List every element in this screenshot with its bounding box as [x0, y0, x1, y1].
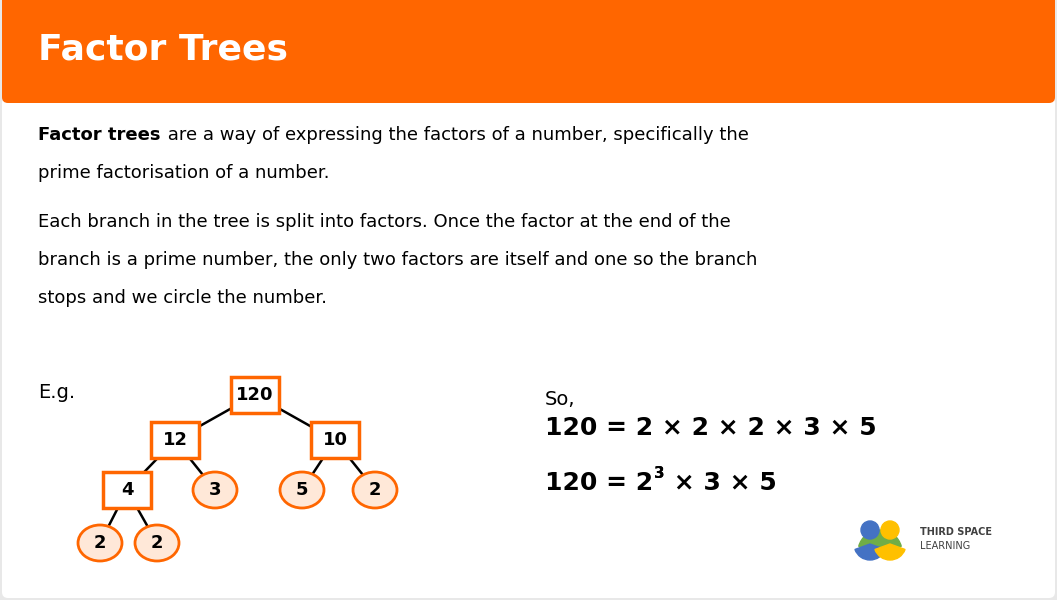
Text: 2: 2: [94, 534, 107, 552]
Wedge shape: [875, 544, 905, 560]
FancyBboxPatch shape: [231, 377, 279, 413]
Circle shape: [861, 521, 879, 539]
Text: × 3 × 5: × 3 × 5: [665, 471, 777, 495]
Text: stops and we circle the number.: stops and we circle the number.: [38, 289, 327, 307]
Text: THIRD SPACE: THIRD SPACE: [920, 527, 993, 537]
Ellipse shape: [353, 472, 397, 508]
Text: 10: 10: [322, 431, 348, 449]
Ellipse shape: [135, 525, 179, 561]
Text: Factor Trees: Factor Trees: [38, 32, 288, 67]
Text: So,: So,: [545, 390, 575, 409]
Text: 5: 5: [296, 481, 309, 499]
Text: 3: 3: [654, 466, 665, 481]
Circle shape: [880, 521, 900, 539]
Text: 2: 2: [369, 481, 382, 499]
Ellipse shape: [78, 525, 122, 561]
Text: E.g.: E.g.: [38, 383, 75, 402]
Text: 120 = 2 × 2 × 2 × 3 × 5: 120 = 2 × 2 × 2 × 3 × 5: [545, 416, 876, 440]
FancyBboxPatch shape: [151, 422, 199, 458]
Wedge shape: [858, 530, 902, 552]
Text: 4: 4: [120, 481, 133, 499]
Text: prime factorisation of a number.: prime factorisation of a number.: [38, 164, 330, 182]
Wedge shape: [855, 544, 885, 560]
Text: Factor trees: Factor trees: [38, 126, 161, 144]
Text: are a way of expressing the factors of a number, specifically the: are a way of expressing the factors of a…: [163, 126, 749, 144]
FancyBboxPatch shape: [103, 472, 151, 508]
Text: 3: 3: [654, 466, 665, 481]
FancyBboxPatch shape: [2, 97, 1055, 598]
FancyBboxPatch shape: [311, 422, 359, 458]
Text: 3: 3: [208, 481, 221, 499]
Text: 120 = 2: 120 = 2: [545, 471, 653, 495]
Text: Each branch in the tree is split into factors. Once the factor at the end of the: Each branch in the tree is split into fa…: [38, 214, 730, 232]
FancyBboxPatch shape: [2, 0, 1055, 103]
Text: LEARNING: LEARNING: [920, 541, 970, 551]
Ellipse shape: [193, 472, 237, 508]
Text: 12: 12: [163, 431, 187, 449]
Text: 2: 2: [151, 534, 163, 552]
Text: branch is a prime number, the only two factors are itself and one so the branch: branch is a prime number, the only two f…: [38, 251, 758, 269]
Ellipse shape: [280, 472, 324, 508]
Text: 120: 120: [237, 386, 274, 404]
